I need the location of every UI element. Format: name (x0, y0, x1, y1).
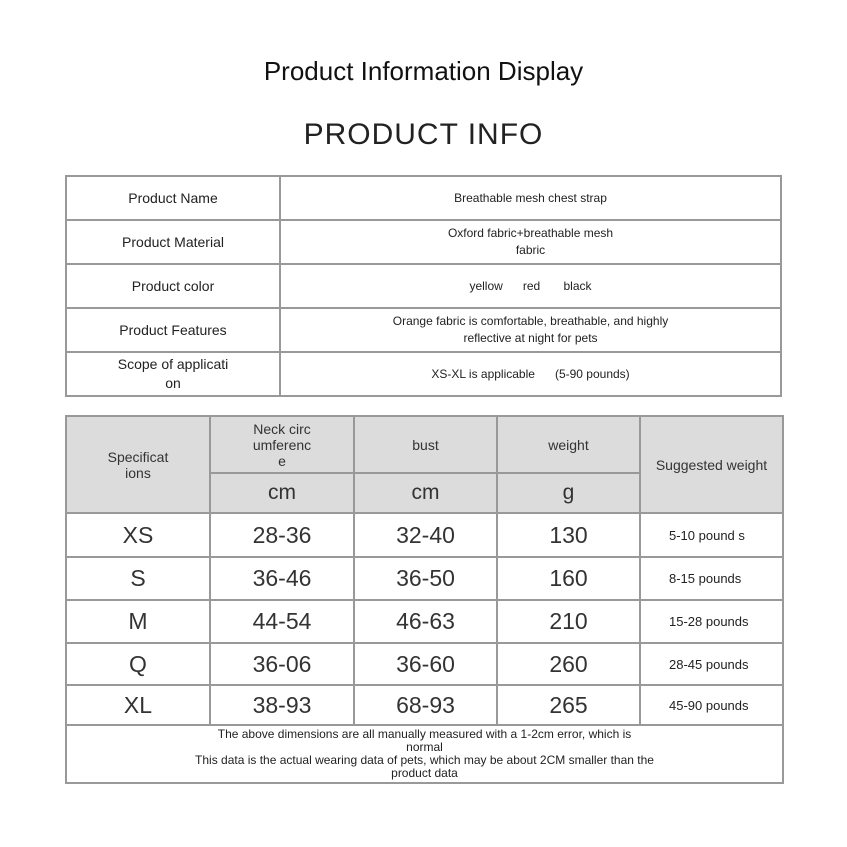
cell-neck: 28-36 (209, 512, 355, 558)
unit-neck: cm (209, 472, 355, 514)
cell-neck: 36-46 (209, 556, 355, 601)
cell-size: S (65, 556, 211, 601)
size-table: Specificat ions Neck circ umferenc e bus… (65, 415, 784, 784)
cell-bust: 46-63 (353, 599, 498, 644)
info-value: Oxford fabric+breathable mesh fabric (279, 219, 782, 265)
cell-weight: 130 (496, 512, 641, 558)
header-suggested: Suggested weight (639, 415, 784, 514)
info-value: XS-XL is applicable (5-90 pounds) (279, 351, 782, 397)
cell-size: XS (65, 512, 211, 558)
table-row: Product Material Oxford fabric+breathable… (65, 219, 782, 265)
cell-suggested: 5-10 pound s (639, 512, 784, 558)
unit-bust: cm (353, 472, 498, 514)
info-value-text: Orange fabric is comfortable, breathable… (392, 314, 669, 345)
note-1: The above dimensions are all manually me… (217, 727, 632, 754)
section-title: PRODUCT INFO (303, 118, 544, 151)
cell-bust: 32-40 (353, 512, 498, 558)
cell-size: M (65, 599, 211, 644)
cell-neck: 38-93 (209, 684, 355, 726)
info-value: Orange fabric is comfortable, breathable… (279, 307, 782, 353)
cell-neck: 44-54 (209, 599, 355, 644)
table-row: Product Features Orange fabric is comfort… (65, 307, 782, 353)
cell-bust: 68-93 (353, 684, 498, 726)
table-row: Product color yellow red black (65, 263, 782, 309)
header-neck-text: Neck circ umferenc e (252, 420, 312, 469)
size-row: XS 28-36 32-40 130 5-10 pound s (65, 512, 784, 558)
note-2: This data is the actual wearing data of … (195, 753, 654, 780)
unit-weight: g (496, 472, 641, 514)
table-row: Scope of applicati on XS-XL is applicable… (65, 351, 782, 397)
cell-size: XL (65, 684, 211, 726)
header-bust: bust (353, 415, 498, 474)
info-value-text: Oxford fabric+breathable mesh fabric (447, 226, 614, 257)
cell-bust: 36-60 (353, 642, 498, 686)
cell-size: Q (65, 642, 211, 686)
size-row: Q 36-06 36-60 260 28-45 pounds (65, 642, 784, 686)
cell-suggested: 28-45 pounds (639, 642, 784, 686)
header-row: Specificat ions Neck circ umferenc e bus… (65, 415, 784, 514)
product-info-table: Product Name Breathable mesh chest strap … (65, 175, 782, 397)
cell-neck: 36-06 (209, 642, 355, 686)
size-row: M 44-54 46-63 210 15-28 pounds (65, 599, 784, 644)
info-label: Product color (65, 263, 281, 309)
header-spec: Specificat ions (65, 415, 211, 514)
info-value: Breathable mesh chest strap (279, 175, 782, 221)
size-row: S 36-46 36-50 160 8-15 pounds (65, 556, 784, 601)
cell-weight: 160 (496, 556, 641, 601)
unit-row: cm cm g (66, 472, 783, 514)
info-label: Product Material (65, 219, 281, 265)
cell-suggested: 8-15 pounds (639, 556, 784, 601)
info-label: Scope of applicati on (65, 351, 281, 397)
cell-suggested: 45-90 pounds (639, 684, 784, 726)
cell-weight: 210 (496, 599, 641, 644)
header-weight: weight (496, 415, 641, 474)
info-value: yellow red black (279, 263, 782, 309)
info-label: Product Name (65, 175, 281, 221)
cell-weight: 260 (496, 642, 641, 686)
cell-weight: 265 (496, 684, 641, 726)
table-row: Product Name Breathable mesh chest strap (65, 175, 782, 221)
info-label: Product Features (65, 307, 281, 353)
size-row: XL 38-93 68-93 265 45-90 pounds (65, 684, 784, 726)
cell-suggested: 15-28 pounds (639, 599, 784, 644)
header-spec-text: Specificat ions (107, 448, 169, 481)
note-cell: The above dimensions are all manually me… (65, 724, 784, 784)
page-title: Product Information Display (263, 56, 584, 86)
info-label-text: Scope of applicati on (117, 356, 229, 391)
cell-bust: 36-50 (353, 556, 498, 601)
header-neck: Neck circ umferenc e (209, 415, 355, 474)
note-row: The above dimensions are all manually me… (65, 724, 784, 784)
